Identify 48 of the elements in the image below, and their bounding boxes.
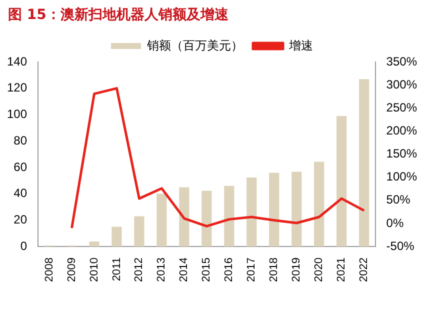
bar: [292, 172, 302, 247]
x-tick-label: 2013: [156, 258, 168, 282]
bar: [246, 177, 257, 247]
legend-label: 增速: [288, 38, 313, 52]
legend-label: 销额（百万美元）: [146, 38, 243, 52]
y2-tick-label: 300%: [386, 77, 418, 92]
y2-tick-label: 250%: [386, 100, 418, 114]
x-tick-label: 2008: [43, 258, 56, 282]
y-tick-label: 60: [14, 160, 28, 174]
y-tick-label: 80: [14, 133, 28, 148]
x-tick-label: 2015: [200, 258, 213, 282]
bar: [112, 226, 122, 247]
y-tick-label: 120: [6, 80, 28, 95]
chart-title: 图 15：澳新扫地机器人销额及增速: [8, 6, 228, 24]
x-tick-label: 2011: [110, 258, 123, 282]
x-tick-label: 2009: [66, 258, 78, 282]
bar: [202, 190, 212, 247]
y2-tick-label: 0%: [386, 216, 404, 230]
x-tick-label: 2012: [133, 258, 146, 282]
y2-tick-label: -50%: [386, 238, 415, 253]
x-tick-label: 2019: [290, 258, 303, 282]
y-tick-label: 20: [14, 212, 28, 226]
x-tick-label: 2018: [268, 258, 280, 282]
x-tick-label: 2022: [358, 258, 370, 282]
bar: [134, 216, 144, 247]
y2-tick-label: 200%: [386, 124, 418, 138]
y2-tick-label: 50%: [386, 192, 411, 207]
bar: [314, 162, 324, 247]
bar: [359, 79, 370, 247]
x-tick-label: 2014: [178, 258, 190, 282]
bar: [156, 194, 167, 247]
x-tick-label: 2010: [88, 258, 100, 282]
y-tick-label: 0: [20, 238, 28, 253]
bar: [224, 186, 234, 247]
y2-tick-label: 350%: [386, 54, 418, 68]
y-tick-label: 40: [14, 186, 28, 200]
y2-tick-label: 150%: [386, 146, 418, 161]
x-tick-label: 2021: [336, 258, 348, 282]
bar: [269, 172, 280, 247]
x-tick-label: 2016: [223, 258, 236, 282]
y-tick-label: 140: [6, 54, 28, 68]
bar: [336, 116, 347, 247]
bar: [89, 242, 100, 247]
y2-tick-label: 100%: [386, 170, 418, 184]
x-tick-label: 2020: [313, 258, 326, 282]
x-tick-label: 2017: [246, 258, 258, 282]
y-tick-label: 100: [6, 107, 28, 122]
bar: [179, 187, 190, 247]
